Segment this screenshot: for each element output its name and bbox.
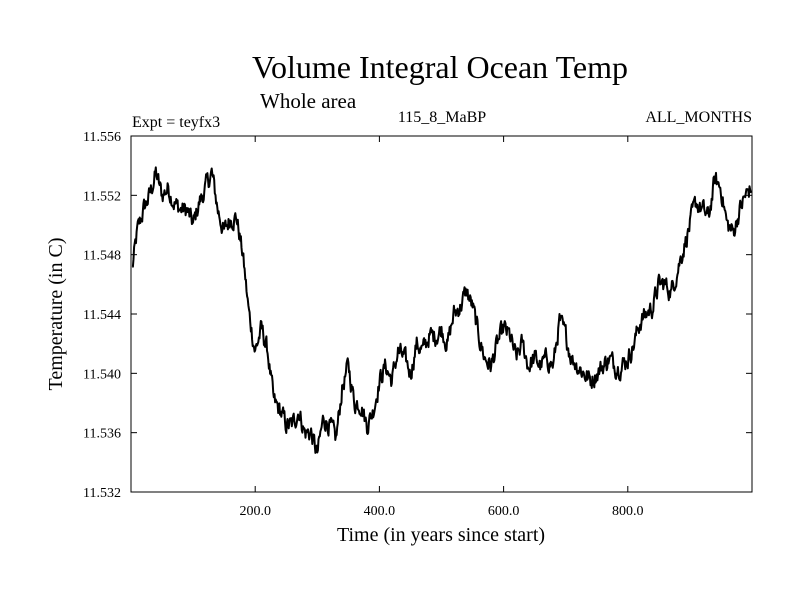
- x-tick-label: 800.0: [612, 504, 644, 519]
- chart-title: Volume Integral Ocean Temp: [252, 49, 628, 85]
- x-tick-label: 600.0: [488, 504, 520, 519]
- x-axis-label: Time (in years since start): [337, 524, 545, 546]
- y-tick-label: 11.548: [83, 249, 121, 264]
- y-axis: 11.532 11.536 11.540 11.544 11.548 11.552 11.5…: [83, 130, 752, 501]
- y-tick-label: 11.536: [83, 427, 121, 442]
- y-tick-label: 11.532: [83, 486, 121, 501]
- plot-area: 200.0 400.0 600.0 800.0 11.53211.53611.5401…: [83, 130, 753, 519]
- y-tick-label: 11.556: [83, 130, 121, 145]
- y-axis-label: Temperature (in C): [45, 238, 67, 391]
- plot-frame: [130, 135, 753, 493]
- x-tick-label: 400.0: [364, 504, 396, 519]
- x-tick-label: 200.0: [239, 504, 271, 519]
- expt-label: Expt = teyfx3: [132, 114, 220, 131]
- y-tick-label: 11.552: [83, 189, 121, 204]
- x-axis: 200.0 400.0 600.0 800.0: [239, 136, 644, 519]
- y-tick-label: 11.540: [83, 367, 121, 382]
- chart-subtitle: Whole area: [260, 89, 357, 113]
- months-label: ALL_MONTHS: [645, 109, 752, 126]
- temperature-series-line: [131, 166, 752, 454]
- run-label: 115_8_MaBP: [398, 109, 486, 126]
- y-tick-label: 11.544: [83, 308, 121, 323]
